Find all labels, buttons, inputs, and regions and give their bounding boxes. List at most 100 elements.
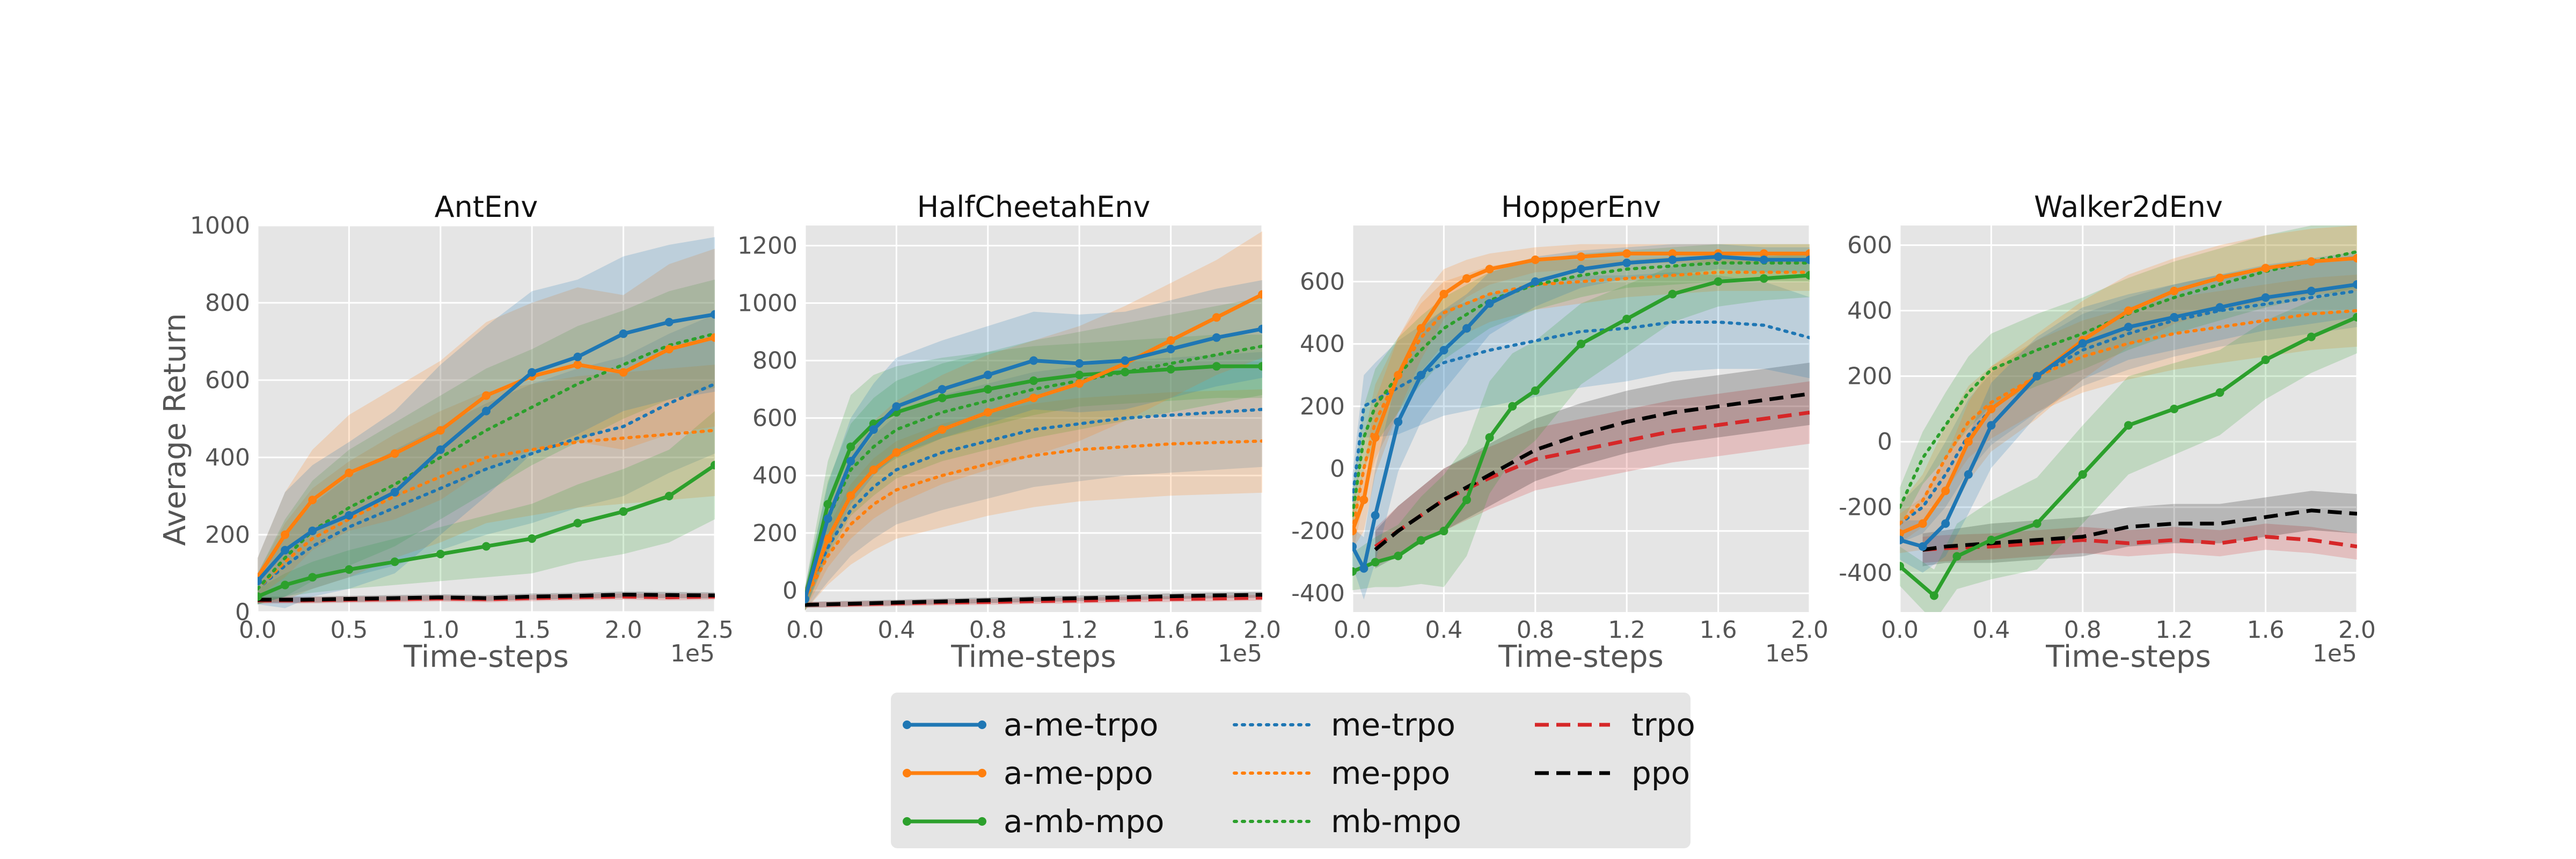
point-a-me-trpo	[1166, 345, 1175, 354]
point-a-me-trpo	[805, 594, 809, 603]
point-a-me-ppo	[1987, 404, 1996, 413]
series-line-mb-mpo	[1352, 261, 1810, 517]
point-a-me-trpo	[823, 514, 832, 523]
subplot-title: Walker2dEnv	[2034, 190, 2223, 224]
point-a-mb-mpo	[664, 492, 674, 500]
x-tick-label: 0.0	[239, 616, 276, 644]
point-a-mb-mpo	[2170, 404, 2179, 413]
point-a-mb-mpo	[1531, 386, 1540, 395]
x-tick-label: 0.4	[1972, 616, 2010, 644]
band-mb-mpo	[258, 279, 715, 605]
point-a-me-trpo	[619, 329, 628, 338]
point-a-mb-mpo	[2261, 355, 2270, 365]
point-a-me-trpo	[2078, 339, 2087, 348]
point-a-mb-mpo	[528, 534, 537, 543]
point-a-me-ppo	[869, 465, 878, 475]
y-tick-label: 1000	[737, 290, 797, 317]
point-a-me-ppo	[1439, 289, 1448, 299]
series-line-ppo	[258, 593, 715, 602]
band-a-me-trpo	[805, 280, 1262, 611]
legend-label: trpo	[1631, 707, 1695, 743]
point-a-me-ppo	[938, 425, 947, 434]
band-me-trpo	[258, 314, 715, 605]
point-a-me-trpo	[2124, 323, 2133, 332]
point-a-mb-mpo	[619, 507, 628, 516]
band-a-me-trpo	[1900, 251, 2357, 573]
band-ppo	[1375, 362, 1810, 569]
y-tick-label: 1000	[190, 212, 250, 239]
point-a-me-trpo	[1531, 277, 1540, 286]
point-a-mb-mpo	[1929, 591, 1938, 600]
x-tick-label: 0.8	[1517, 616, 1554, 644]
series-line-me-trpo	[805, 407, 1262, 601]
point-a-me-trpo	[2307, 287, 2316, 296]
x-offset-label: 1e5	[670, 640, 715, 667]
band-a-me-ppo	[258, 249, 715, 597]
subplot-walker2denv: 0.0 0.4 0.8 1.2 1.6 2.0 -400 -200 0 200 400 600 Walk…	[1839, 190, 2376, 674]
point-a-me-trpo	[938, 385, 947, 394]
point-a-mb-mpo	[1212, 362, 1221, 371]
x-tick-label: 0.4	[877, 616, 915, 644]
y-tick-label: 600	[1300, 268, 1345, 296]
point-a-me-ppo	[823, 534, 832, 543]
point-a-me-trpo	[846, 456, 855, 465]
point-a-me-trpo	[711, 310, 715, 319]
series-line-a-mb-mpo	[258, 463, 715, 599]
legend-entry-me-trpo: me-trpo	[1233, 707, 1455, 743]
point-a-mb-mpo	[1166, 365, 1175, 374]
point-a-me-trpo	[1805, 255, 1810, 264]
legend-entry-mb-mpo: mb-mpo	[1233, 803, 1461, 840]
point-a-me-ppo	[308, 496, 317, 505]
point-a-mb-mpo	[846, 442, 855, 452]
y-tick-label: 600	[205, 367, 250, 394]
point-a-me-ppo	[1394, 370, 1403, 380]
y-tick-label: -400	[1839, 559, 1892, 587]
point-a-me-trpo	[573, 352, 582, 361]
point-a-me-trpo	[2170, 312, 2179, 322]
x-tick-label: 0.4	[1425, 616, 1462, 644]
band-me-trpo	[1900, 254, 2357, 543]
series-line-a-me-trpo	[258, 312, 715, 583]
subplot-halfcheetahenv: 0.0 0.4 0.8 1.2 1.6 2.0 0 200 400 600 800 1000 1200 H…	[737, 190, 1281, 674]
point-a-me-trpo	[1941, 519, 1950, 528]
point-a-mb-mpo	[823, 500, 832, 509]
x-tick-label: 0.0	[1881, 616, 1919, 644]
point-a-me-trpo	[258, 577, 262, 586]
band-a-me-ppo	[805, 231, 1262, 611]
series-line-me-ppo	[1900, 309, 2357, 526]
series-line-me-trpo	[258, 382, 715, 591]
point-a-me-ppo	[1352, 527, 1357, 536]
band-mb-mpo	[1352, 244, 1810, 541]
point-a-mb-mpo	[2353, 312, 2357, 322]
point-a-mb-mpo	[436, 550, 445, 558]
point-a-me-trpo	[1371, 511, 1380, 520]
y-tick-label: 400	[752, 462, 797, 490]
legend-marker	[978, 817, 986, 826]
point-a-mb-mpo	[2124, 421, 2133, 430]
y-axis-label: Average Return	[158, 313, 193, 546]
point-a-me-trpo	[345, 511, 354, 520]
point-a-me-trpo	[1029, 356, 1038, 365]
x-axis-label: Time-steps	[403, 639, 569, 674]
point-a-me-trpo	[664, 318, 674, 326]
point-a-mb-mpo	[1668, 289, 1677, 299]
point-a-me-trpo	[1577, 265, 1585, 274]
point-a-me-trpo	[528, 368, 537, 377]
point-a-me-trpo	[1212, 333, 1221, 342]
point-a-mb-mpo	[1759, 274, 1768, 283]
point-a-me-ppo	[2215, 273, 2224, 282]
x-tick-label: 1.5	[513, 616, 551, 644]
series-line-me-ppo	[1352, 271, 1810, 533]
y-tick-label: -200	[1839, 494, 1892, 521]
point-a-me-ppo	[436, 426, 445, 435]
x-tick-label: 0.8	[2064, 616, 2102, 644]
point-a-mb-mpo	[1394, 551, 1403, 560]
band-mb-mpo	[805, 297, 1262, 611]
series-line-me-trpo	[1900, 289, 2357, 526]
point-a-mb-mpo	[1371, 558, 1380, 567]
x-tick-label: 1.2	[1060, 616, 1098, 644]
point-a-me-trpo	[1258, 324, 1262, 333]
legend-box	[891, 693, 1690, 848]
y-tick-label: 0	[782, 577, 797, 605]
